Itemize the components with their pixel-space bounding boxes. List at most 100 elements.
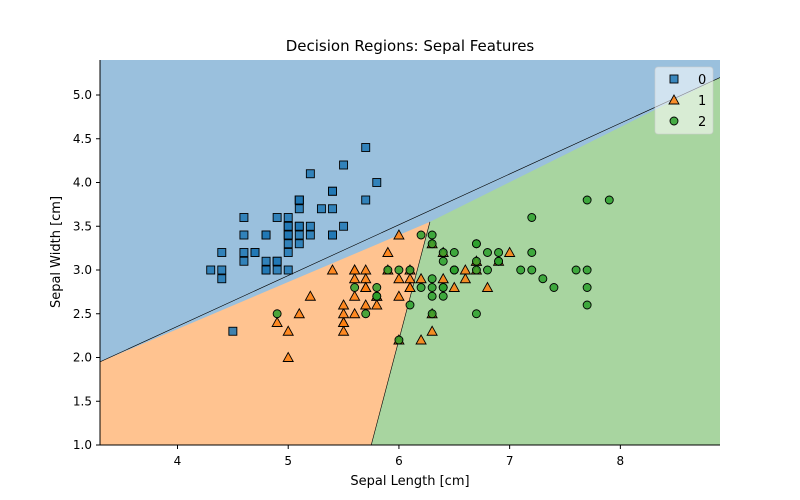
data-point-class-2 [438,283,448,292]
data-point-class-1 [282,351,294,362]
data-point-class-2 [405,300,415,310]
data-point-class-2 [438,256,448,266]
data-point-class-0 [339,160,349,170]
data-point-class-0 [261,256,271,266]
data-point-class-2 [427,283,437,292]
data-point-class-1 [437,272,449,284]
data-point-class-1 [348,290,361,301]
data-point-class-2 [471,239,481,249]
y-tick-label: 2.5 [73,307,92,321]
boundary-line-1 [370,221,431,445]
y-tick-label: 5.0 [73,88,92,102]
legend-label-1: 1 [698,94,706,109]
data-point-class-0 [239,230,249,240]
boundary-line-0 [100,77,720,363]
y-tick-label: 4.5 [73,132,92,146]
data-point-class-1 [503,246,516,257]
data-point-class-2 [438,248,448,257]
data-point-class-0 [272,265,282,275]
legend-marker-1 [668,94,680,105]
data-point-class-1 [415,334,427,345]
data-point-class-1 [293,307,306,319]
decision-regions [100,60,720,445]
data-point-class-0 [328,230,337,240]
data-point-class-1 [337,307,350,319]
data-point-class-0 [272,256,282,266]
legend-marker-2 [669,116,679,126]
data-point-class-2 [350,283,360,292]
data-point-class-1 [404,281,416,292]
data-point-class-1 [282,325,294,336]
data-point-class-0 [372,178,382,187]
data-point-class-2 [527,213,537,222]
data-point-class-2 [272,309,282,319]
data-point-class-2 [582,283,592,292]
x-tick-label: 6 [395,454,403,468]
data-point-class-0 [294,230,304,240]
data-point-class-2 [483,265,492,275]
data-point-class-2 [427,230,437,240]
data-point-class-2 [449,248,459,257]
data-point-class-2 [483,248,492,257]
data-point-class-0 [217,248,227,257]
region-class-2 [371,77,720,445]
data-point-class-2 [361,309,371,319]
data-point-class-0 [305,221,315,231]
legend-box [654,66,714,135]
data-point-class-0 [328,204,337,214]
data-point-class-1 [337,316,350,327]
data-point-class-2 [449,265,459,275]
data-point-class-2 [394,335,404,345]
data-point-class-0 [294,195,304,205]
data-point-class-2 [471,309,481,319]
data-point-class-2 [516,265,526,275]
data-point-class-2 [549,283,559,292]
data-points [206,143,614,362]
x-tick-label: 5 [284,454,292,468]
data-point-class-1 [481,281,494,292]
data-point-class-0 [283,213,293,222]
data-point-class-2 [471,256,481,266]
data-point-class-1 [348,264,361,275]
data-point-class-1 [337,325,350,336]
data-point-class-0 [283,230,293,240]
legend-label-0: 0 [698,73,706,88]
data-point-class-1 [415,272,427,284]
data-point-class-2 [471,265,481,275]
data-point-class-0 [283,248,293,257]
data-point-class-2 [427,309,437,319]
data-point-class-2 [427,274,437,284]
data-point-class-0 [261,265,271,275]
data-point-class-1 [459,264,472,275]
legend: 0 1 2 [654,66,714,135]
data-point-class-0 [361,143,371,152]
data-point-class-2 [494,256,504,266]
y-tick-label: 4.0 [73,176,92,190]
chart-title: Decision Regions: Sepal Features [286,37,535,55]
data-point-class-1 [348,272,361,284]
data-point-class-0 [316,204,326,214]
data-point-class-1 [393,290,405,301]
data-point-class-1 [459,272,472,284]
data-point-class-0 [294,239,304,249]
data-point-class-0 [283,221,293,231]
data-point-class-2 [527,265,537,275]
data-point-class-2 [383,265,393,275]
data-point-class-2 [494,248,504,257]
data-point-class-0 [250,248,260,257]
data-point-class-0 [272,213,282,222]
data-point-class-0 [239,256,249,266]
data-point-class-0 [283,239,293,249]
data-point-class-0 [305,230,315,240]
data-point-class-1 [448,281,461,292]
data-point-class-0 [339,221,349,231]
x-axis-label: Sepal Length [cm] [350,474,469,489]
data-point-class-0 [261,230,271,240]
data-point-class-2 [372,283,382,292]
data-point-class-1 [359,281,372,292]
data-point-class-0 [217,274,227,284]
data-point-class-0 [228,326,238,336]
data-point-class-2 [394,265,404,275]
data-point-class-2 [582,195,592,205]
